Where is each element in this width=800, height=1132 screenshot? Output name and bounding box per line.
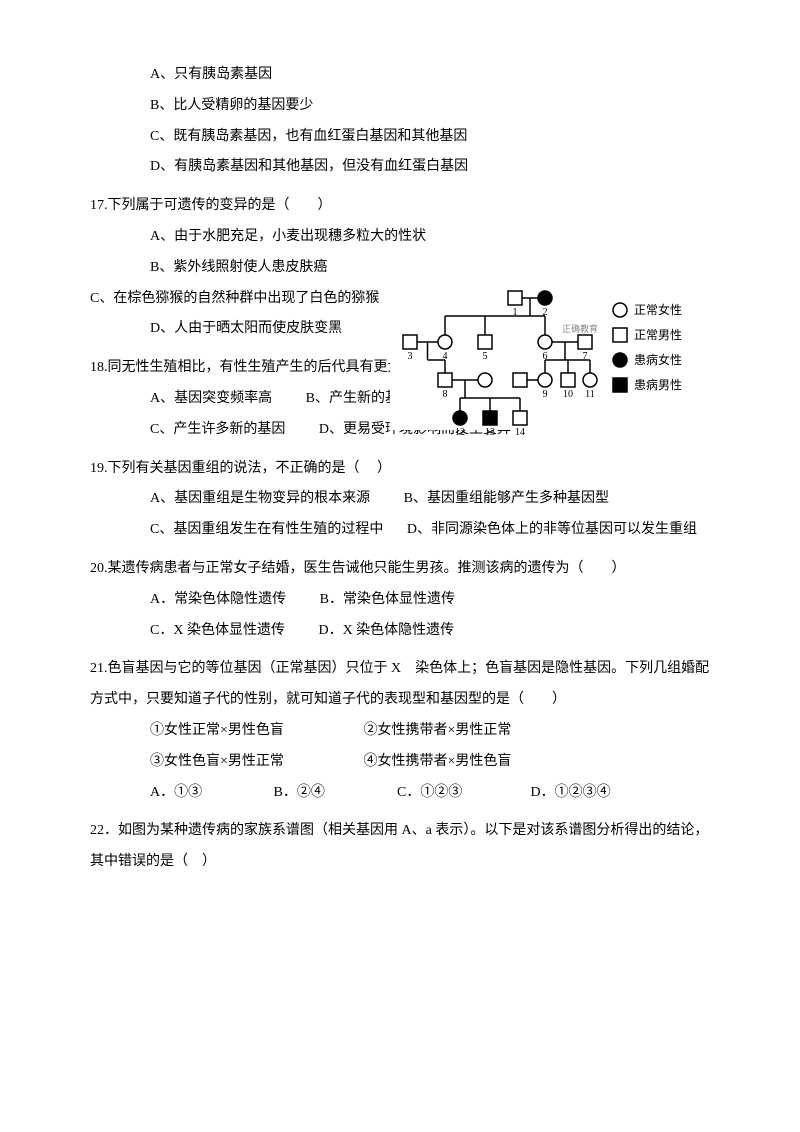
q19-options-row1: A、基因重组是生物变异的根本来源 B、基因重组能够产生多种基因型 bbox=[150, 484, 710, 515]
svg-text:7: 7 bbox=[583, 351, 588, 362]
q20-opt-a: A．常染色体隐性遗传 bbox=[150, 585, 286, 616]
q19-stem: 19.下列有关基因重组的说法，不正确的是（ ） bbox=[90, 454, 710, 485]
svg-text:1: 1 bbox=[513, 307, 518, 318]
svg-text:8: 8 bbox=[443, 389, 448, 400]
svg-text:13: 13 bbox=[485, 427, 495, 435]
q21-options: A．①③ B．②④ C．①②③ D．①②③④ bbox=[150, 778, 710, 809]
q19-opt-a: A、基因重组是生物变异的根本来源 bbox=[150, 484, 370, 515]
q19-opt-d: D、非同源染色体上的非等位基因可以发生重组 bbox=[407, 522, 697, 537]
q16-opt-a: A、只有胰岛素基因 bbox=[150, 60, 710, 91]
svg-text:4: 4 bbox=[443, 351, 448, 362]
q20-options-row1: A．常染色体隐性遗传 B．常染色体显性遗传 bbox=[150, 585, 710, 616]
svg-text:5: 5 bbox=[483, 351, 488, 362]
q21-combo-3: ③女性色盲×男性正常 bbox=[150, 747, 330, 778]
q20-opt-b: B．常染色体显性遗传 bbox=[320, 585, 455, 616]
svg-text:3: 3 bbox=[408, 351, 413, 362]
q16-opt-b: B、比人受精卵的基因要少 bbox=[150, 91, 710, 122]
svg-text:2: 2 bbox=[543, 307, 548, 318]
q16-opt-c: C、既有胰岛素基因，也有血红蛋白基因和其他基因 bbox=[150, 122, 710, 153]
svg-text:11: 11 bbox=[585, 389, 595, 400]
svg-text:正确教育: 正确教育 bbox=[562, 323, 598, 334]
q21-stem: 21.色盲基因与它的等位基因（正常基因）只位于 X 染色体上；色盲基因是隐性基因… bbox=[90, 654, 710, 716]
q17-opt-a: A、由于水肥充足，小麦出现穗多粒大的性状 bbox=[150, 222, 430, 253]
q21-combo-1: ①女性正常×男性色盲 bbox=[150, 716, 330, 747]
q16-opt-d: D、有胰岛素基因和其他基因，但没有血红蛋白基因 bbox=[150, 152, 710, 183]
q22-stem: 22．如图为某种遗传病的家族系谱图（相关基因用 A、a 表示）。以下是对该系谱图… bbox=[90, 816, 710, 878]
svg-text:6: 6 bbox=[543, 351, 548, 362]
q21-combos-row1: ①女性正常×男性色盲 ②女性携带者×男性正常 bbox=[150, 716, 710, 747]
q21-combo-2: ②女性携带者×男性正常 bbox=[364, 716, 512, 747]
svg-text:正常女性: 正常女性 bbox=[634, 302, 682, 317]
q20-opt-c: C．X 染色体显性遗传 bbox=[150, 616, 285, 647]
q18-opt-c: C、产生许多新的基因 bbox=[150, 415, 285, 446]
svg-text:患病男性: 患病男性 bbox=[634, 377, 682, 392]
q19-options-row2: C、基因重组发生在有性生殖的过程中 D、非同源染色体上的非等位基因可以发生重组 bbox=[90, 515, 710, 546]
q17-opt-c: C、在棕色猕猴的自然种群中出现了白色的猕猴 bbox=[90, 284, 380, 315]
q20-opt-d: D．X 染色体隐性遗传 bbox=[318, 616, 454, 647]
svg-text:14: 14 bbox=[515, 427, 525, 435]
q20-stem: 20.某遗传病患者与正常女子结婚，医生告诫他只能生男孩。推测该病的遗传为（ ） bbox=[90, 554, 710, 585]
q21-combos-row2: ③女性色盲×男性正常 ④女性携带者×男性色盲 bbox=[150, 747, 710, 778]
q17-opt-b: B、紫外线照射使人患皮肤癌 bbox=[150, 253, 710, 284]
q21-opt-a: A．①③ bbox=[150, 778, 240, 809]
svg-text:患病女性: 患病女性 bbox=[634, 352, 682, 367]
q17-stem: 17.下列属于可遗传的变异的是（ ） bbox=[90, 191, 710, 222]
q21-opt-c: C．①②③ bbox=[397, 778, 497, 809]
svg-text:12: 12 bbox=[455, 427, 465, 435]
svg-text:9: 9 bbox=[543, 389, 548, 400]
svg-text:10: 10 bbox=[563, 389, 573, 400]
q21-opt-b: B．②④ bbox=[274, 778, 364, 809]
q19-opt-b: B、基因重组能够产生多种基因型 bbox=[404, 484, 609, 515]
q21-combo-4: ④女性携带者×男性色盲 bbox=[364, 747, 512, 778]
q20-options-row2: C．X 染色体显性遗传 D．X 染色体隐性遗传 bbox=[150, 616, 710, 647]
pedigree-diagram: 1234567891011121314正确教育正常女性正常男性患病女性患病男性 bbox=[390, 280, 700, 430]
q21-opt-d: D．①②③④ bbox=[531, 778, 611, 809]
q18-opt-a: A、基因突变频率高 bbox=[150, 384, 272, 415]
svg-text:正常男性: 正常男性 bbox=[634, 328, 682, 342]
q19-opt-c: C、基因重组发生在有性生殖的过程中 bbox=[150, 522, 383, 537]
